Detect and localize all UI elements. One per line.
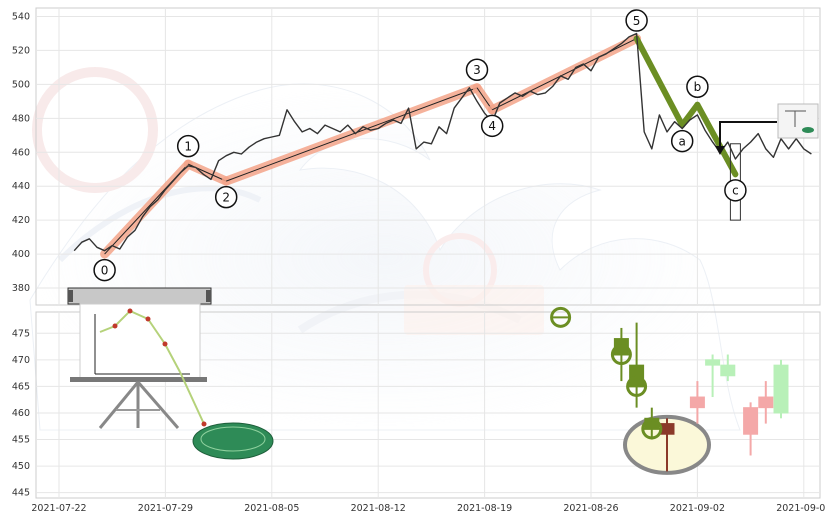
wave-label: a bbox=[679, 134, 686, 148]
wave-label: 1 bbox=[184, 139, 192, 153]
x-tick-label: 2021-09-02 bbox=[670, 503, 725, 514]
price-y-tick-label: 480 bbox=[12, 113, 30, 124]
lower-y-tick-label: 445 bbox=[12, 488, 30, 499]
price-y-tick-label: 400 bbox=[12, 249, 30, 260]
lower-panel-frame bbox=[35, 311, 821, 499]
x-tick-label: 2021-08-26 bbox=[563, 503, 618, 514]
wave-label-circle bbox=[465, 58, 489, 82]
ring-marker bbox=[610, 344, 632, 366]
price-y-tick-label: 520 bbox=[12, 45, 30, 56]
logo-watermark-box bbox=[404, 285, 544, 335]
mini-thumbnail bbox=[777, 103, 819, 139]
candle-body bbox=[705, 359, 721, 366]
price-y-tick-label: 440 bbox=[12, 181, 30, 192]
wave-segment bbox=[679, 101, 701, 129]
lower-y-tick-label: 455 bbox=[12, 435, 30, 446]
price-y-tick-label: 540 bbox=[12, 11, 30, 22]
wave-label-circle bbox=[686, 75, 709, 98]
ring-marker bbox=[626, 375, 648, 397]
candle-body bbox=[758, 396, 774, 409]
wave-label-circle bbox=[480, 114, 504, 138]
wave-label-circle bbox=[670, 129, 694, 153]
wave-segment bbox=[694, 101, 739, 178]
x-tick-label: 2021-08-05 bbox=[244, 503, 299, 514]
x-tick-label: 2021-07-29 bbox=[138, 503, 193, 514]
candle-body bbox=[743, 407, 759, 435]
wave-label-circle bbox=[176, 134, 200, 158]
wave-segment-core bbox=[226, 87, 478, 182]
stamp-watermark-left bbox=[32, 67, 158, 193]
lower-y-tick-label: 460 bbox=[12, 408, 30, 419]
wave-segment-core bbox=[491, 38, 637, 111]
lower-y-tick-label: 450 bbox=[12, 461, 30, 472]
lower-y-tick-label: 465 bbox=[12, 381, 30, 392]
candle-body bbox=[689, 396, 705, 409]
wave-label: c bbox=[732, 184, 739, 198]
candle-body bbox=[720, 364, 736, 377]
x-tick-label: 2021-08-12 bbox=[351, 503, 406, 514]
presentation-board-sticker bbox=[67, 287, 274, 460]
wave-label: 2 bbox=[222, 190, 230, 204]
wave-label: 0 bbox=[101, 263, 109, 277]
wave-label-circle bbox=[625, 9, 648, 32]
x-tick-label: 2021-07-22 bbox=[31, 503, 86, 514]
wave-label: b bbox=[694, 80, 702, 94]
wave-label-circle bbox=[214, 185, 238, 209]
price-series-line bbox=[73, 32, 812, 252]
wave-label-circle bbox=[724, 179, 747, 202]
x-tick-label: 2021-08-19 bbox=[457, 503, 512, 514]
wave-label-circle bbox=[93, 258, 116, 282]
wave-label: 5 bbox=[633, 14, 641, 28]
pointer-arrow bbox=[715, 121, 777, 155]
price-y-tick-label: 500 bbox=[12, 79, 30, 90]
wave-segment bbox=[633, 35, 686, 129]
stamp-watermark-center bbox=[423, 233, 497, 307]
candle-body bbox=[773, 364, 789, 414]
lower-y-tick-label: 475 bbox=[12, 328, 30, 339]
price-y-tick-label: 460 bbox=[12, 147, 30, 158]
price-y-tick-label: 420 bbox=[12, 215, 30, 226]
ring-marker bbox=[641, 418, 663, 440]
candle-body bbox=[629, 364, 645, 387]
price-panel-frame bbox=[35, 7, 821, 306]
wave-label: 4 bbox=[488, 119, 496, 133]
wave-label: 3 bbox=[473, 63, 481, 77]
ring-marker bbox=[550, 306, 572, 328]
price-y-tick-label: 380 bbox=[12, 283, 30, 294]
lower-y-tick-label: 470 bbox=[12, 355, 30, 366]
x-tick-label: 2021-09-09 bbox=[776, 503, 826, 514]
